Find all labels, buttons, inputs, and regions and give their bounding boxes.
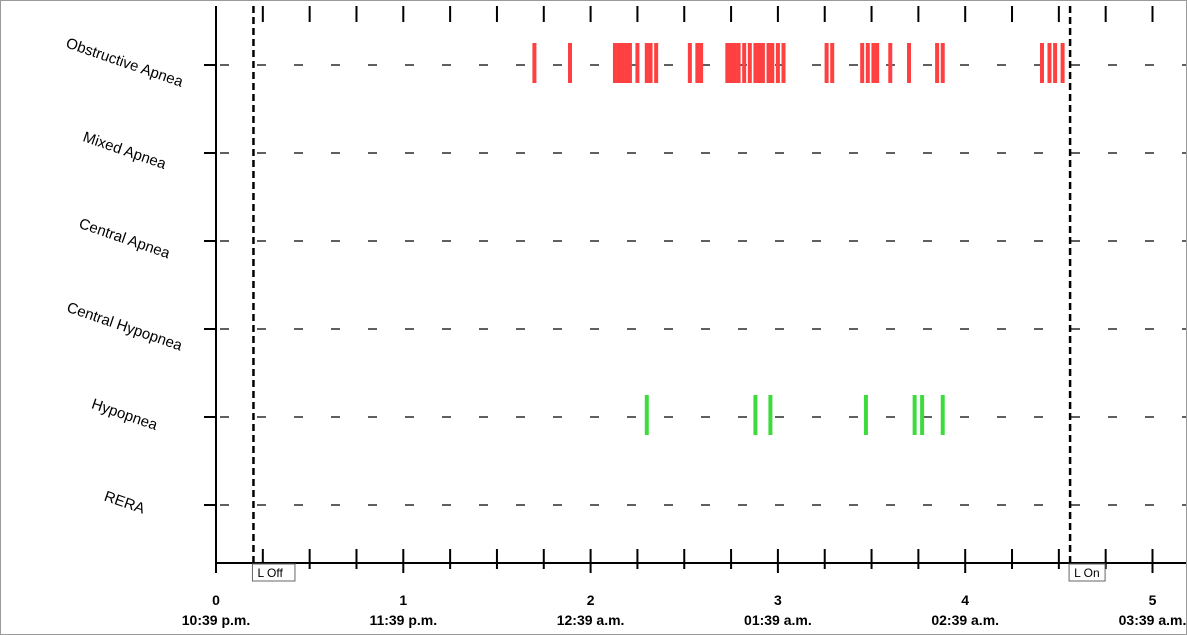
event-bar: [687, 43, 692, 83]
event-bar: [624, 43, 629, 83]
event-bar: [532, 43, 537, 83]
row-label: Obstructive Apnea: [64, 35, 186, 91]
event-bar: [747, 43, 752, 83]
event-bar: [907, 43, 912, 83]
x-tick-label: 0: [212, 592, 220, 608]
event-bar: [768, 395, 773, 435]
row-label: Central Apnea: [77, 215, 173, 262]
event-bar: [1039, 43, 1044, 83]
event-bar: [616, 43, 621, 83]
event-bar: [654, 43, 659, 83]
x-tick-time-label: 12:39 a.m.: [557, 612, 625, 628]
x-tick-time-label: 11:39 p.m.: [369, 612, 437, 628]
x-tick-time-label: 01:39 a.m.: [744, 612, 812, 628]
event-bar: [695, 43, 700, 83]
event-bar: [736, 43, 741, 83]
event-bar: [1060, 43, 1065, 83]
lights-marker-label: L On: [1074, 566, 1100, 580]
x-tick-label: 4: [961, 592, 969, 608]
event-bar: [725, 43, 730, 83]
event-bar: [775, 43, 780, 83]
event-bar: [920, 395, 925, 435]
x-tick-label: 2: [587, 592, 595, 608]
event-bar: [935, 43, 940, 83]
x-tick-label: 3: [774, 592, 782, 608]
event-bar: [766, 43, 771, 83]
lights-marker-box: [251, 563, 296, 582]
event-bar: [824, 43, 829, 83]
x-tick-time-label: 03:39 a.m.: [1119, 612, 1186, 628]
event-bar: [875, 43, 880, 83]
event-bar: [863, 395, 868, 435]
event-bar: [732, 43, 737, 83]
event-bar: [940, 395, 945, 435]
event-bar: [860, 43, 865, 83]
event-bar: [567, 43, 572, 83]
event-bar: [770, 43, 775, 83]
x-tick-time-label: 02:39 a.m.: [931, 612, 999, 628]
event-bar: [635, 43, 640, 83]
event-bar: [699, 43, 704, 83]
event-bar: [753, 395, 758, 435]
lights-marker-box: [1068, 563, 1106, 582]
event-bar: [912, 395, 917, 435]
event-bar: [753, 43, 758, 83]
row-label: Hypopnea: [89, 396, 160, 435]
event-bar: [620, 43, 625, 83]
row-label: Mixed Apnea: [81, 129, 169, 174]
event-bar: [865, 43, 870, 83]
event-bar: [781, 43, 786, 83]
row-label: RERA: [102, 488, 147, 518]
event-bar: [644, 395, 649, 435]
event-bar: [830, 43, 835, 83]
x-tick-time-label: 10:39 p.m.: [182, 612, 250, 628]
x-tick-label: 5: [1149, 592, 1157, 608]
event-bar: [940, 43, 945, 83]
event-bar: [742, 43, 747, 83]
event-bar: [648, 43, 653, 83]
event-bar: [1047, 43, 1052, 83]
event-bar: [729, 43, 734, 83]
event-bar: [871, 43, 876, 83]
event-bar: [888, 43, 893, 83]
event-bar: [760, 43, 765, 83]
event-bar: [1053, 43, 1058, 83]
x-tick-label: 1: [399, 592, 407, 608]
lights-marker-label: L Off: [257, 566, 283, 580]
event-bar: [612, 43, 617, 83]
row-label: Central Hypopnea: [65, 299, 185, 355]
event-bar: [757, 43, 762, 83]
event-bar: [644, 43, 649, 83]
event-bar: [627, 43, 632, 83]
